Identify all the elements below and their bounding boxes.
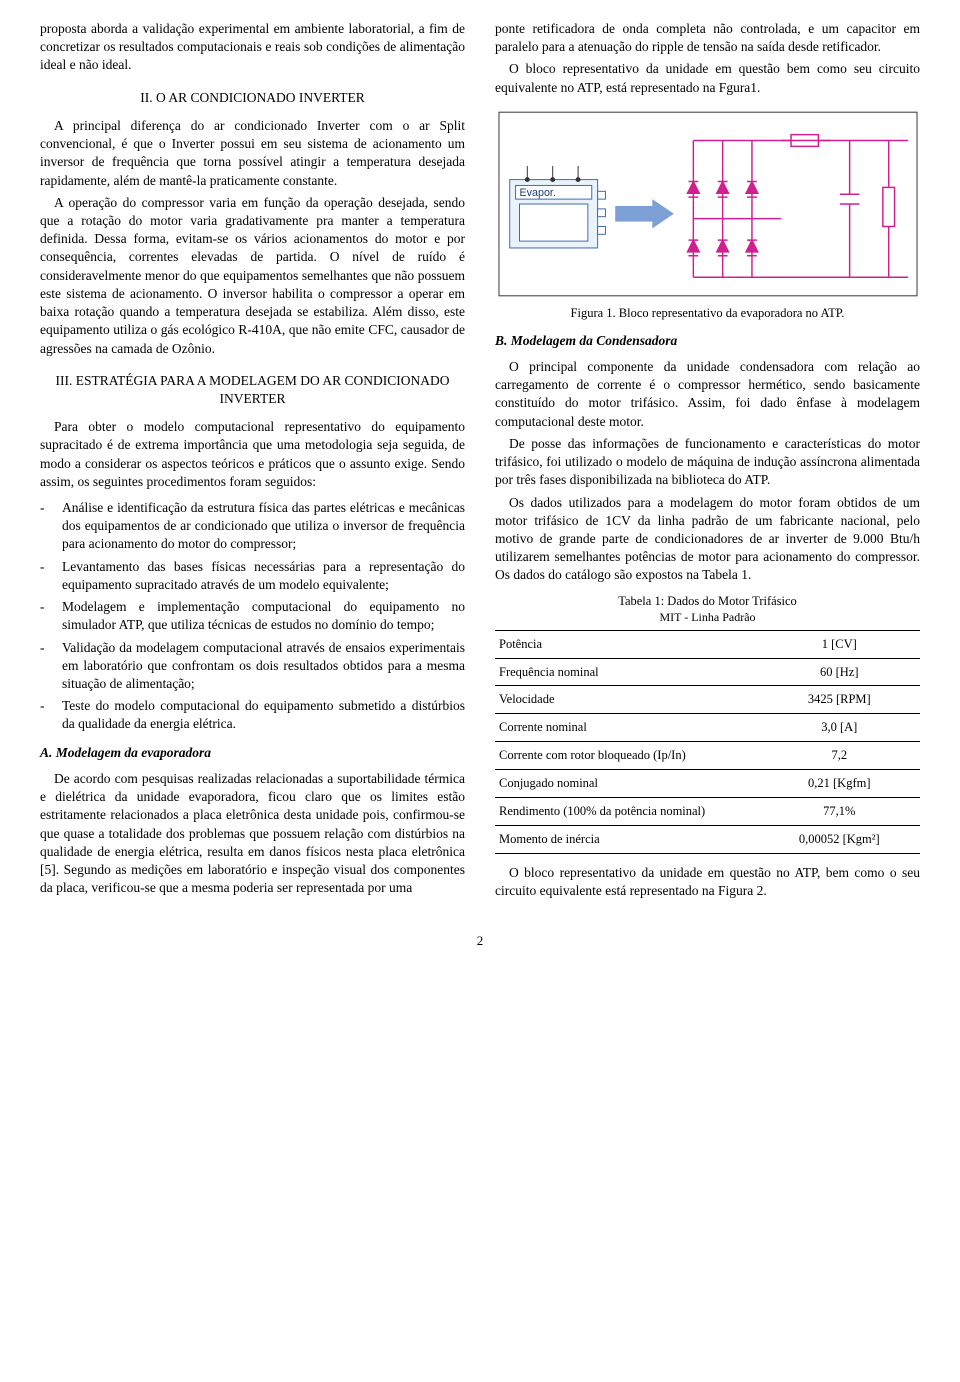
bridge-paragraph-2: O bloco representativo da unidade em que… (495, 60, 920, 96)
table-cell-label: Frequência nominal (495, 658, 759, 686)
table-row: Corrente nominal3,0 [A] (495, 714, 920, 742)
table-cell-value: 77,1% (759, 797, 921, 825)
list-item: Validação da modelagem computacional atr… (40, 639, 465, 694)
page-number: 2 (40, 932, 920, 950)
table-cell-value: 0,21 [Kgfm] (759, 770, 921, 798)
subB-paragraph-1: O principal componente da unidade conden… (495, 358, 920, 431)
table-cell-value: 3,0 [A] (759, 714, 921, 742)
motor-data-table: Potência1 [CV]Frequência nominal60 [Hz]V… (495, 630, 920, 854)
circuit-diagram-icon: Evapor. (498, 111, 918, 297)
left-column: proposta aborda a validação experimental… (40, 20, 465, 904)
table-row: Velocidade3425 [RPM] (495, 686, 920, 714)
table-cell-value: 60 [Hz] (759, 658, 921, 686)
table-cell-value: 1 [CV] (759, 630, 921, 658)
sec2-paragraph-2: A operação do compressor varia em função… (40, 194, 465, 358)
section-3-title: III. ESTRATÉGIA PARA A MODELAGEM DO AR C… (40, 372, 465, 408)
table-cell-label: Corrente com rotor bloqueado (Ip/In) (495, 742, 759, 770)
table-row: Momento de inércia0,00052 [Kgm²] (495, 825, 920, 853)
table-cell-label: Corrente nominal (495, 714, 759, 742)
table-row: Corrente com rotor bloqueado (Ip/In)7,2 (495, 742, 920, 770)
table-cell-value: 0,00052 [Kgm²] (759, 825, 921, 853)
procedure-list: Análise e identificação da estrutura fís… (40, 499, 465, 734)
table-row: Rendimento (100% da potência nominal)77,… (495, 797, 920, 825)
list-item: Modelagem e implementação computacional … (40, 598, 465, 634)
table-cell-label: Rendimento (100% da potência nominal) (495, 797, 759, 825)
list-item: Teste do modelo computacional do equipam… (40, 697, 465, 733)
subA-paragraph-1: De acordo com pesquisas realizadas relac… (40, 770, 465, 898)
table-cell-value: 3425 [RPM] (759, 686, 921, 714)
table-cell-label: Potência (495, 630, 759, 658)
two-column-layout: proposta aborda a validação experimental… (40, 20, 920, 904)
figure-1-caption: Figura 1. Bloco representativo da evapor… (495, 305, 920, 322)
table-1-subcaption: MIT - Linha Padrão (495, 609, 920, 625)
subB-paragraph-2: De posse das informações de funcionament… (495, 435, 920, 490)
table-row: Potência1 [CV] (495, 630, 920, 658)
subsection-b-title: B. Modelagem da Condensadora (495, 332, 920, 350)
intro-paragraph: proposta aborda a validação experimental… (40, 20, 465, 75)
list-item: Análise e identificação da estrutura fís… (40, 499, 465, 554)
list-item: Levantamento das bases físicas necessári… (40, 558, 465, 594)
table-cell-value: 7,2 (759, 742, 921, 770)
table-cell-label: Momento de inércia (495, 825, 759, 853)
table-row: Conjugado nominal0,21 [Kgfm] (495, 770, 920, 798)
figure-1: Evapor. (495, 111, 920, 297)
sec2-paragraph-1: A principal diferença do ar condicionado… (40, 117, 465, 190)
sec3-paragraph-1: Para obter o modelo computacional repres… (40, 418, 465, 491)
subB-paragraph-3: Os dados utilizados para a modelagem do … (495, 494, 920, 585)
subsection-a-title: A. Modelagem da evaporadora (40, 744, 465, 762)
evapor-label: Evapor. (519, 187, 555, 199)
table-cell-label: Conjugado nominal (495, 770, 759, 798)
table-cell-label: Velocidade (495, 686, 759, 714)
after-table-paragraph: O bloco representativo da unidade em que… (495, 864, 920, 900)
bridge-paragraph-1: ponte retificadora de onda completa não … (495, 20, 920, 56)
table-row: Frequência nominal60 [Hz] (495, 658, 920, 686)
right-column: ponte retificadora de onda completa não … (495, 20, 920, 904)
section-2-title: II. O AR CONDICIONADO INVERTER (40, 89, 465, 107)
table-1-caption: Tabela 1: Dados do Motor Trifásico (495, 593, 920, 610)
